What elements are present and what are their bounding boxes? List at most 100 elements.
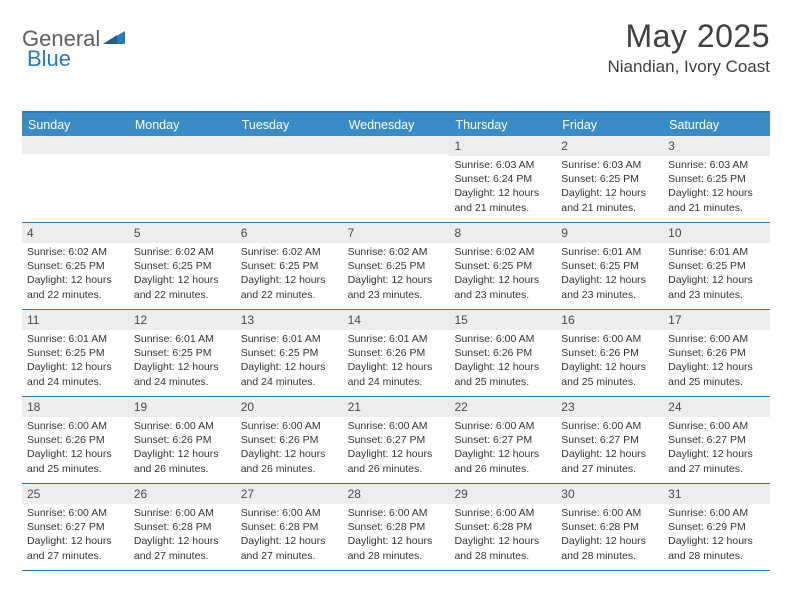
day-number: 20 bbox=[236, 397, 343, 417]
brand-part-2-wrap: Blue bbox=[27, 46, 71, 72]
day-details: Sunrise: 6:00 AMSunset: 6:29 PMDaylight:… bbox=[663, 504, 770, 567]
daylight-text: Daylight: 12 hours and 21 minutes. bbox=[561, 186, 658, 214]
calendar: SundayMondayTuesdayWednesdayThursdayFrid… bbox=[22, 111, 770, 571]
daylight-text: Daylight: 12 hours and 26 minutes. bbox=[454, 447, 551, 475]
sunrise-text: Sunrise: 6:00 AM bbox=[668, 506, 765, 520]
sunrise-text: Sunrise: 6:01 AM bbox=[561, 245, 658, 259]
daylight-text: Daylight: 12 hours and 24 minutes. bbox=[348, 360, 445, 388]
day-number: 28 bbox=[343, 484, 450, 504]
day-details: Sunrise: 6:02 AMSunset: 6:25 PMDaylight:… bbox=[129, 243, 236, 306]
calendar-day-cell: 15Sunrise: 6:00 AMSunset: 6:26 PMDayligh… bbox=[449, 310, 556, 396]
sunset-text: Sunset: 6:26 PM bbox=[241, 433, 338, 447]
day-details bbox=[236, 154, 343, 160]
day-details: Sunrise: 6:03 AMSunset: 6:25 PMDaylight:… bbox=[556, 156, 663, 219]
calendar-day-cell: 17Sunrise: 6:00 AMSunset: 6:26 PMDayligh… bbox=[663, 310, 770, 396]
day-number bbox=[22, 136, 129, 154]
sunset-text: Sunset: 6:26 PM bbox=[134, 433, 231, 447]
day-details: Sunrise: 6:00 AMSunset: 6:27 PMDaylight:… bbox=[343, 417, 450, 480]
daylight-text: Daylight: 12 hours and 23 minutes. bbox=[454, 273, 551, 301]
weekday-header: Sunday bbox=[22, 113, 129, 136]
calendar-week-row: 18Sunrise: 6:00 AMSunset: 6:26 PMDayligh… bbox=[22, 397, 770, 484]
calendar-day-cell bbox=[343, 136, 450, 222]
day-number: 15 bbox=[449, 310, 556, 330]
day-details: Sunrise: 6:00 AMSunset: 6:26 PMDaylight:… bbox=[129, 417, 236, 480]
sunset-text: Sunset: 6:25 PM bbox=[668, 172, 765, 186]
day-details: Sunrise: 6:03 AMSunset: 6:24 PMDaylight:… bbox=[449, 156, 556, 219]
calendar-day-cell: 28 Sunrise: 6:00 AMSunset: 6:28 PMDayligh… bbox=[343, 484, 450, 570]
sunrise-text: Sunrise: 6:02 AM bbox=[454, 245, 551, 259]
calendar-page: General May 2025 Niandian, Ivory Coast B… bbox=[0, 0, 792, 581]
sunset-text: Sunset: 6:25 PM bbox=[561, 259, 658, 273]
day-number: 22 bbox=[449, 397, 556, 417]
month-title: May 2025 bbox=[607, 18, 770, 55]
sunset-text: Sunset: 6:26 PM bbox=[27, 433, 124, 447]
day-number: 2 bbox=[556, 136, 663, 156]
sunrise-text: Sunrise: 6:03 AM bbox=[668, 158, 765, 172]
day-number: 26 bbox=[129, 484, 236, 504]
day-number: 24 bbox=[663, 397, 770, 417]
sunset-text: Sunset: 6:28 PM bbox=[134, 520, 231, 534]
day-number: 16 bbox=[556, 310, 663, 330]
day-number: 9 bbox=[556, 223, 663, 243]
sunset-text: Sunset: 6:26 PM bbox=[561, 346, 658, 360]
day-number: 12 bbox=[129, 310, 236, 330]
sunrise-text: Sunrise: 6:00 AM bbox=[668, 332, 765, 346]
calendar-day-cell: 29Sunrise: 6:00 AMSunset: 6:28 PMDayligh… bbox=[449, 484, 556, 570]
sunrise-text: Sunrise: 6:00 AM bbox=[348, 506, 445, 520]
daylight-text: Daylight: 12 hours and 28 minutes. bbox=[348, 534, 445, 562]
sunset-text: Sunset: 6:25 PM bbox=[454, 259, 551, 273]
daylight-text: Daylight: 12 hours and 27 minutes. bbox=[668, 447, 765, 475]
day-details: Sunrise: 6:03 AMSunset: 6:25 PMDaylight:… bbox=[663, 156, 770, 219]
daylight-text: Daylight: 12 hours and 27 minutes. bbox=[561, 447, 658, 475]
calendar-day-cell: 18Sunrise: 6:00 AMSunset: 6:26 PMDayligh… bbox=[22, 397, 129, 483]
day-details: Sunrise: 6:01 AMSunset: 6:25 PMDaylight:… bbox=[129, 330, 236, 393]
daylight-text: Daylight: 12 hours and 22 minutes. bbox=[134, 273, 231, 301]
daylight-text: Daylight: 12 hours and 23 minutes. bbox=[348, 273, 445, 301]
sunrise-text: Sunrise: 6:02 AM bbox=[27, 245, 124, 259]
location-label: Niandian, Ivory Coast bbox=[607, 57, 770, 77]
day-details: Sunrise: 6:00 AMSunset: 6:26 PMDaylight:… bbox=[22, 417, 129, 480]
day-details bbox=[22, 154, 129, 160]
sunset-text: Sunset: 6:29 PM bbox=[668, 520, 765, 534]
calendar-day-cell: 30Sunrise: 6:00 AMSunset: 6:28 PMDayligh… bbox=[556, 484, 663, 570]
sunset-text: Sunset: 6:27 PM bbox=[561, 433, 658, 447]
day-details bbox=[343, 154, 450, 160]
day-details: Sunrise: 6:02 AMSunset: 6:25 PMDaylight:… bbox=[22, 243, 129, 306]
sunrise-text: Sunrise: 6:02 AM bbox=[134, 245, 231, 259]
calendar-day-cell: 8Sunrise: 6:02 AMSunset: 6:25 PMDaylight… bbox=[449, 223, 556, 309]
day-details: Sunrise: 6:01 AMSunset: 6:25 PMDaylight:… bbox=[556, 243, 663, 306]
calendar-day-cell: 11Sunrise: 6:01 AMSunset: 6:25 PMDayligh… bbox=[22, 310, 129, 396]
day-details: Sunrise: 6:02 AMSunset: 6:25 PMDaylight:… bbox=[449, 243, 556, 306]
sunset-text: Sunset: 6:25 PM bbox=[27, 346, 124, 360]
weekday-header: Wednesday bbox=[343, 113, 450, 136]
daylight-text: Daylight: 12 hours and 25 minutes. bbox=[454, 360, 551, 388]
sunset-text: Sunset: 6:28 PM bbox=[348, 520, 445, 534]
day-number: 21 bbox=[343, 397, 450, 417]
calendar-day-cell: 12Sunrise: 6:01 AMSunset: 6:25 PMDayligh… bbox=[129, 310, 236, 396]
calendar-week-row: 25Sunrise: 6:00 AMSunset: 6:27 PMDayligh… bbox=[22, 484, 770, 571]
weekday-header: Tuesday bbox=[236, 113, 343, 136]
day-details: Sunrise: 6:01 AMSunset: 6:25 PMDaylight:… bbox=[22, 330, 129, 393]
calendar-day-cell bbox=[22, 136, 129, 222]
day-number: 29 bbox=[449, 484, 556, 504]
day-number: 30 bbox=[556, 484, 663, 504]
sunset-text: Sunset: 6:25 PM bbox=[668, 259, 765, 273]
day-number: 18 bbox=[22, 397, 129, 417]
calendar-week-row: 1Sunrise: 6:03 AMSunset: 6:24 PMDaylight… bbox=[22, 136, 770, 223]
sunset-text: Sunset: 6:27 PM bbox=[668, 433, 765, 447]
day-number: 31 bbox=[663, 484, 770, 504]
sunrise-text: Sunrise: 6:00 AM bbox=[561, 419, 658, 433]
calendar-day-cell: 16Sunrise: 6:00 AMSunset: 6:26 PMDayligh… bbox=[556, 310, 663, 396]
daylight-text: Daylight: 12 hours and 27 minutes. bbox=[241, 534, 338, 562]
day-number: 13 bbox=[236, 310, 343, 330]
day-details: Sunrise: 6:01 AMSunset: 6:26 PMDaylight:… bbox=[343, 330, 450, 393]
daylight-text: Daylight: 12 hours and 23 minutes. bbox=[668, 273, 765, 301]
sunrise-text: Sunrise: 6:00 AM bbox=[134, 506, 231, 520]
calendar-body: 1Sunrise: 6:03 AMSunset: 6:24 PMDaylight… bbox=[22, 136, 770, 571]
daylight-text: Daylight: 12 hours and 26 minutes. bbox=[241, 447, 338, 475]
day-details: Sunrise: 6:00 AMSunset: 6:27 PMDaylight:… bbox=[663, 417, 770, 480]
weekday-header: Friday bbox=[556, 113, 663, 136]
calendar-day-cell: 13Sunrise: 6:01 AMSunset: 6:25 PMDayligh… bbox=[236, 310, 343, 396]
daylight-text: Daylight: 12 hours and 28 minutes. bbox=[454, 534, 551, 562]
calendar-day-cell: 25Sunrise: 6:00 AMSunset: 6:27 PMDayligh… bbox=[22, 484, 129, 570]
